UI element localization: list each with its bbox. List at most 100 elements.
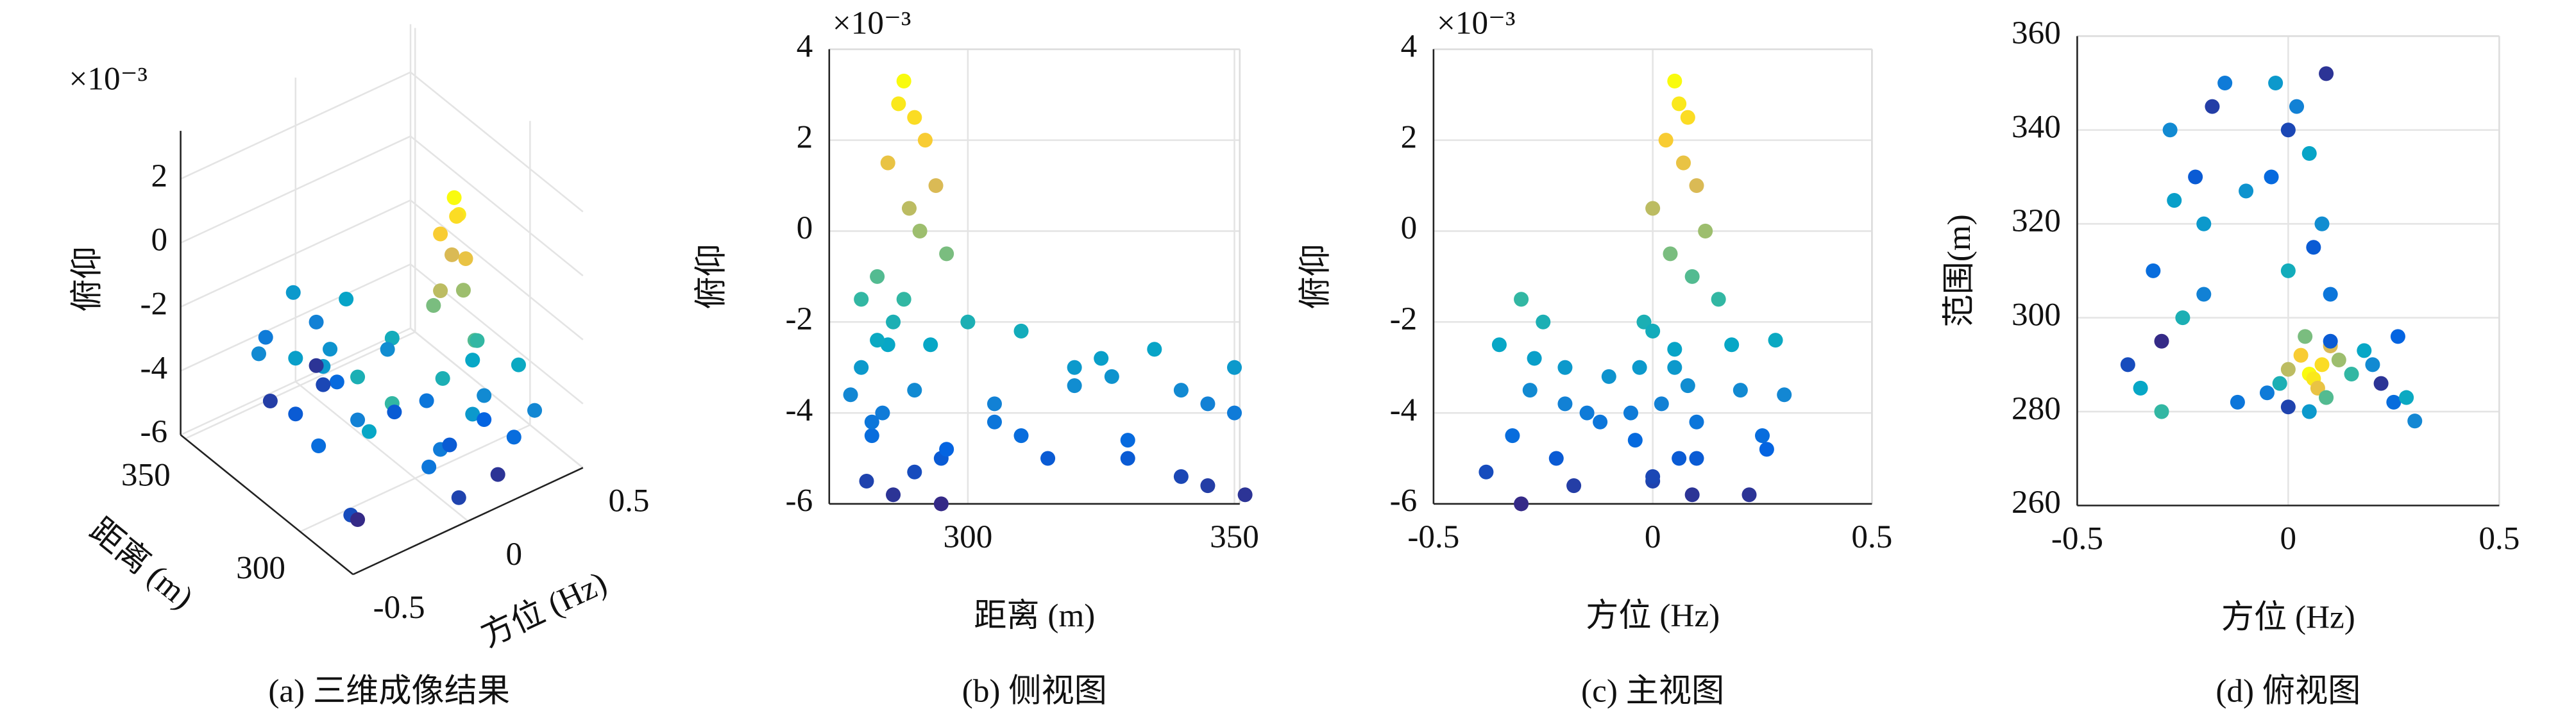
- point: [1724, 337, 1740, 353]
- y-tick-label: 260: [2012, 484, 2061, 521]
- x-axis-label: 方位 (Hz): [475, 565, 612, 655]
- point: [2319, 390, 2334, 405]
- point: [864, 428, 879, 444]
- point: [490, 467, 505, 482]
- point: [2259, 385, 2275, 401]
- point: [2217, 76, 2233, 91]
- point: [1147, 342, 1162, 357]
- point: [288, 406, 303, 422]
- point: [384, 330, 400, 346]
- point: [1557, 360, 1573, 375]
- point: [380, 342, 395, 357]
- point: [912, 223, 928, 238]
- point: [2188, 169, 2203, 185]
- point: [1514, 292, 1529, 307]
- point: [465, 353, 480, 368]
- point: [311, 438, 326, 453]
- point: [2280, 122, 2296, 138]
- point: [1627, 433, 1643, 448]
- point: [928, 178, 944, 194]
- point: [435, 371, 450, 386]
- grid-line: [410, 71, 584, 213]
- point: [907, 383, 922, 398]
- point: [1667, 73, 1682, 88]
- point: [2314, 357, 2330, 372]
- point: [2175, 310, 2190, 326]
- point: [870, 333, 885, 348]
- x-tick-label: 300: [944, 519, 993, 555]
- y-tick-label: 0: [797, 210, 813, 246]
- point: [1663, 246, 1678, 262]
- point: [1067, 378, 1082, 394]
- point: [896, 73, 911, 88]
- x-tick-label: 0.5: [608, 483, 649, 519]
- point: [1522, 383, 1538, 398]
- point: [2323, 287, 2338, 302]
- y-tick-label: 300: [236, 549, 285, 586]
- point: [1672, 96, 1687, 112]
- z-tick-label: -6: [140, 414, 167, 450]
- point: [1689, 178, 1704, 194]
- point: [960, 314, 976, 330]
- y-tick-label: 360: [2012, 15, 2061, 51]
- point: [288, 351, 303, 366]
- caption: (c) 主视图: [1581, 673, 1724, 710]
- point: [444, 247, 460, 262]
- point: [1623, 405, 1638, 421]
- point: [419, 393, 434, 408]
- point: [1711, 292, 1726, 307]
- point: [251, 346, 266, 362]
- point: [426, 297, 441, 313]
- x-tick-label: 0: [505, 536, 522, 572]
- z-tick-label: -2: [140, 285, 167, 322]
- point: [1601, 369, 1616, 384]
- grid-line: [180, 263, 411, 372]
- point: [361, 424, 377, 439]
- point: [886, 487, 901, 503]
- point: [1667, 360, 1682, 375]
- x-tick-label: -0.5: [2051, 521, 2103, 557]
- x-axis-label: 方位 (Hz): [2221, 599, 2355, 635]
- point: [2154, 404, 2169, 419]
- point: [1698, 223, 1713, 238]
- point: [939, 246, 954, 262]
- point: [1120, 451, 1135, 466]
- point: [880, 155, 895, 171]
- point: [1684, 269, 1700, 284]
- point: [2154, 333, 2169, 349]
- multiplier: ×10⁻³: [833, 5, 911, 42]
- z-tick-label: -4: [140, 349, 167, 386]
- point: [907, 110, 922, 125]
- point: [1527, 351, 1542, 366]
- point: [1658, 133, 1674, 148]
- y-axis-label: 范围(m): [1941, 214, 1978, 327]
- x-tick-label: 0.5: [2479, 521, 2520, 557]
- point: [987, 396, 1002, 412]
- y-tick-label: 280: [2012, 390, 2061, 427]
- point: [1777, 387, 1792, 403]
- point: [923, 337, 938, 353]
- grid-line: [180, 327, 411, 436]
- y-tick-label: -6: [1390, 483, 1418, 519]
- x-tick-label: 0: [2280, 521, 2297, 557]
- grid-line: [294, 381, 469, 522]
- point: [1514, 496, 1529, 512]
- y-tick-label: 0: [1401, 210, 1418, 246]
- point: [2272, 376, 2287, 391]
- point: [1689, 451, 1704, 466]
- point: [2306, 240, 2321, 255]
- point: [1759, 442, 1774, 457]
- point: [901, 201, 917, 216]
- grid-line: [180, 71, 411, 180]
- point: [2280, 362, 2296, 377]
- y-tick-label: 4: [1401, 28, 1418, 65]
- point: [1120, 433, 1135, 448]
- x-tick-label: 350: [1210, 519, 1259, 555]
- point: [455, 283, 471, 298]
- point: [1200, 478, 1216, 494]
- point: [2301, 146, 2317, 161]
- point: [1675, 155, 1691, 171]
- grid-line: [410, 135, 584, 277]
- point: [316, 377, 331, 392]
- point: [907, 464, 922, 480]
